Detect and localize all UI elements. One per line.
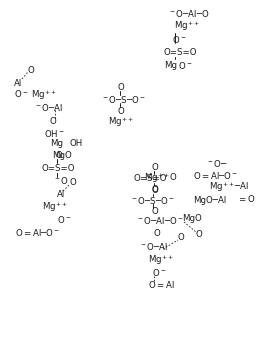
Text: O: O — [118, 107, 125, 116]
Text: O$=$Al─O$^-$: O$=$Al─O$^-$ — [15, 227, 60, 237]
Text: Mg$^{++}$: Mg$^{++}$ — [42, 200, 68, 214]
Text: MgO─Al: MgO─Al — [193, 196, 226, 205]
Text: O$=$Al: O$=$Al — [148, 278, 175, 289]
Text: $=$O: $=$O — [237, 193, 256, 204]
Text: Mg$^{++}$─Al: Mg$^{++}$─Al — [209, 180, 249, 194]
Text: $^-$O─S─O$^-$: $^-$O─S─O$^-$ — [101, 93, 146, 105]
Text: Mg$^{++}$O: Mg$^{++}$O — [144, 171, 178, 185]
Text: O: O — [151, 186, 158, 195]
Text: O$^-$: O$^-$ — [57, 214, 72, 225]
Text: MgO: MgO — [52, 150, 72, 159]
Text: O: O — [152, 162, 159, 171]
Text: $^-$O─S─O$^-$: $^-$O─S─O$^-$ — [130, 195, 175, 206]
Text: O=S=O: O=S=O — [133, 174, 166, 183]
Text: Mg: Mg — [164, 60, 177, 69]
Text: Mg: Mg — [50, 138, 63, 148]
Text: $^-$O─Al: $^-$O─Al — [34, 101, 63, 112]
Text: $^-$O: $^-$O — [53, 175, 69, 186]
Text: O: O — [178, 233, 185, 241]
Text: O$^-$: O$^-$ — [178, 59, 192, 70]
Text: O=S=O: O=S=O — [42, 164, 76, 172]
Text: O=S=O: O=S=O — [163, 48, 196, 57]
Text: O: O — [50, 117, 57, 126]
Text: Mg$^{++}$: Mg$^{++}$ — [148, 253, 174, 267]
Text: O: O — [153, 228, 160, 237]
Text: O: O — [70, 177, 77, 187]
Text: O: O — [55, 150, 62, 159]
Text: Mg$^{++}$: Mg$^{++}$ — [174, 19, 200, 33]
Text: $^-$O─Al─O: $^-$O─Al─O — [168, 8, 209, 19]
Text: O: O — [151, 207, 158, 216]
Text: O$=$Al─O$^-$: O$=$Al─O$^-$ — [193, 169, 238, 180]
Text: O: O — [196, 229, 203, 238]
Text: $^-$O─Al─O$^-$: $^-$O─Al─O$^-$ — [136, 215, 184, 226]
Text: O$^-$: O$^-$ — [172, 33, 186, 45]
Text: OH: OH — [70, 138, 83, 148]
Text: $^-$O─: $^-$O─ — [206, 158, 228, 168]
Text: Al: Al — [57, 189, 65, 198]
Text: OH$^-$: OH$^-$ — [44, 128, 65, 138]
Text: O$^-$: O$^-$ — [152, 266, 166, 277]
Text: O: O — [152, 185, 159, 194]
Text: O: O — [118, 82, 125, 91]
Text: O: O — [28, 66, 35, 75]
Text: Al: Al — [14, 79, 22, 88]
Text: O$^-$ Mg$^{++}$: O$^-$ Mg$^{++}$ — [14, 88, 57, 102]
Text: MgO: MgO — [182, 214, 202, 223]
Text: Mg$^{++}$: Mg$^{++}$ — [108, 115, 134, 129]
Text: $^-$O─Al: $^-$O─Al — [139, 240, 168, 252]
